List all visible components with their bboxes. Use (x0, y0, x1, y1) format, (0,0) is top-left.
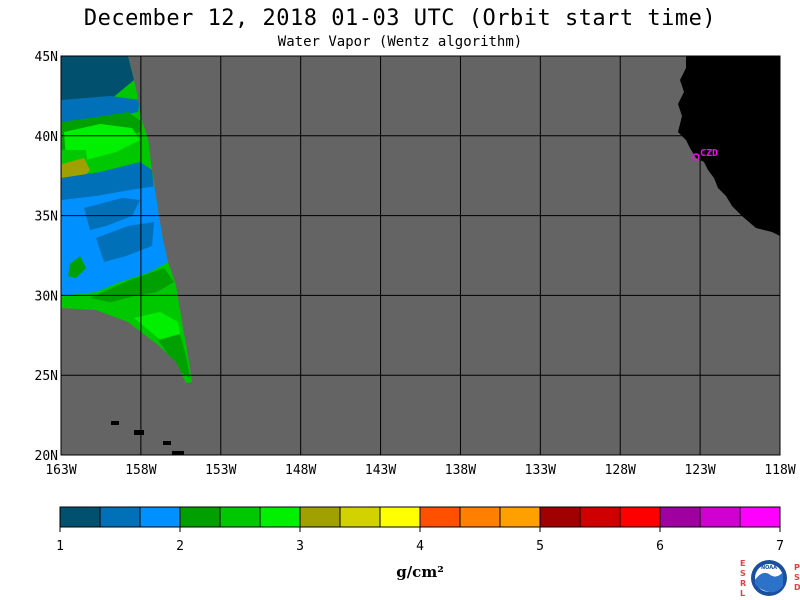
colorbar-swatch (219, 506, 261, 528)
svg-text:S: S (794, 573, 800, 582)
colorbar-swatch (59, 506, 101, 528)
colorbar-tick-labels: 1 2 3 4 5 6 7 (56, 527, 784, 554)
colorbar-swatch (139, 506, 181, 528)
svg-text:D: D (794, 583, 800, 592)
colorbar-swatch (579, 506, 621, 528)
colorbar-swatch (659, 506, 701, 528)
north-america-land (678, 56, 780, 236)
longitude-label: 158W (125, 463, 156, 478)
longitude-label: 133W (525, 463, 556, 478)
latitude-label: 45N (35, 50, 58, 65)
colorbar-swatch (499, 506, 541, 528)
longitude-label: 128W (605, 463, 636, 478)
longitude-label: 163W (45, 463, 76, 478)
svg-text:NOAA: NOAA (761, 565, 777, 571)
colorbar-tick-label: 6 (656, 539, 664, 554)
map-title: December 12, 2018 01-03 UTC (Orbit start… (83, 6, 717, 31)
colorbar (59, 506, 781, 528)
svg-text:R: R (740, 579, 746, 588)
colorbar-swatch (259, 506, 301, 528)
colorbar-swatch (619, 506, 661, 528)
svg-text:L: L (740, 589, 745, 598)
latitude-label: 30N (35, 289, 58, 304)
latitude-label: 25N (35, 369, 58, 384)
colorbar-swatch (379, 506, 421, 528)
latitude-label: 35N (35, 210, 58, 225)
hawaii-islands (111, 421, 184, 455)
svg-text:P: P (794, 563, 800, 572)
longitude-label: 143W (365, 463, 396, 478)
colorbar-tick-label: 3 (296, 539, 304, 554)
colorbar-swatch (539, 506, 581, 528)
colorbar-swatch (299, 506, 341, 528)
longitude-label: 138W (445, 463, 476, 478)
map-subtitle: Water Vapor (Wentz algorithm) (277, 34, 523, 50)
station-label: CZD (700, 148, 718, 159)
colorbar-tick-label: 2 (176, 539, 184, 554)
colorbar-swatch (739, 506, 781, 528)
svg-text:S: S (740, 569, 746, 578)
colorbar-tick-label: 4 (416, 539, 424, 554)
longitude-label: 118W (764, 463, 795, 478)
colorbar-tick-label: 5 (536, 539, 544, 554)
longitude-labels: 163W 158W 153W 148W 143W 138W 133W 128W 123W 118W (45, 463, 795, 478)
colorbar-swatch (459, 506, 501, 528)
colorbar-swatch (339, 506, 381, 528)
colorbar-swatch (179, 506, 221, 528)
svg-text:E: E (740, 559, 745, 568)
map-frame (60, 55, 781, 456)
latitude-label: 20N (35, 449, 58, 464)
longitude-label: 153W (205, 463, 236, 478)
colorbar-unit: g/cm² (396, 563, 444, 581)
colorbar-swatch (99, 506, 141, 528)
colorbar-tick-label: 7 (776, 539, 784, 554)
longitude-label: 123W (684, 463, 715, 478)
latitude-label: 40N (35, 130, 58, 145)
station-marker: CZD (692, 148, 718, 161)
colorbar-swatch (699, 506, 741, 528)
ocean-area (61, 56, 780, 455)
longitude-label: 148W (285, 463, 316, 478)
latitude-labels: 45N 40N 35N 30N 25N 20N (35, 50, 58, 464)
colorbar-swatch (419, 506, 461, 528)
colorbar-tick-label: 1 (56, 539, 64, 554)
